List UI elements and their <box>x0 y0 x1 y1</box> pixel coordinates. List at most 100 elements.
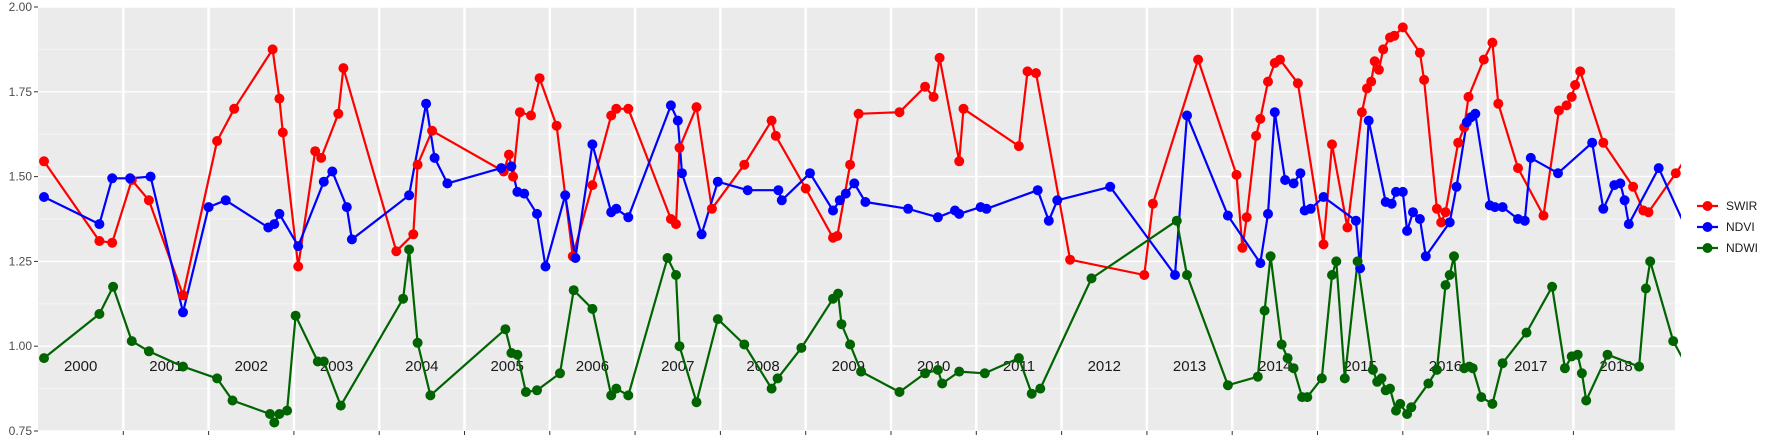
ndwi-data-point <box>606 390 617 401</box>
ndwi-data-point <box>833 288 844 299</box>
year-label: 2008 <box>746 358 779 375</box>
ndwi-data-point <box>954 366 965 377</box>
ndwi-data-point <box>1282 353 1293 364</box>
ndwi-data-point <box>1581 395 1592 406</box>
swir-data-point <box>920 81 931 92</box>
swir-data-point <box>551 120 562 131</box>
swir-data-point <box>39 156 49 167</box>
ndwi-data-point <box>1576 368 1587 379</box>
swir-data-point <box>674 142 685 153</box>
swir-data-point <box>1419 74 1430 85</box>
ndvi-data-point <box>178 307 188 318</box>
ndwi-data-point <box>1252 371 1263 382</box>
swir-data-point <box>143 195 154 206</box>
swir-data-point <box>1263 76 1273 87</box>
swir-data-point <box>267 44 278 55</box>
ndvi-data-point <box>1295 168 1306 179</box>
ndwi-data-point <box>1766 233 1773 243</box>
ndvi-data-point <box>1280 175 1291 185</box>
ndwi-data-point <box>772 373 783 384</box>
ndwi-data-point <box>404 244 415 255</box>
swir-data-point <box>1754 228 1764 238</box>
swir-data-point <box>1553 105 1564 116</box>
ndvi-data-point <box>442 178 453 189</box>
ndwi-data-point <box>39 353 49 364</box>
ndwi-data-point <box>1756 272 1766 282</box>
ndwi-data-point <box>269 417 280 428</box>
year-label: 2018 <box>1599 358 1632 375</box>
ndwi-data-point <box>568 285 579 296</box>
ndwi-data-point <box>1487 398 1498 409</box>
swir-data-point <box>1241 212 1252 223</box>
ndvi-data-point <box>623 212 634 223</box>
ndvi-data-point <box>672 115 683 126</box>
swir-data-point <box>1292 78 1303 89</box>
ndwi-data-point <box>1444 270 1455 280</box>
ndwi-data-point <box>1572 349 1583 360</box>
legend-item-ndwi: NDWI <box>1697 241 1758 255</box>
ndvi-data-point <box>1451 181 1462 192</box>
ndwi-data-point <box>836 319 847 330</box>
swir-data-point <box>94 236 105 246</box>
ndwi-data-point <box>662 253 673 263</box>
ndwi-data-point <box>1352 256 1363 267</box>
ndwi-data-point <box>290 310 301 321</box>
swir-data-point <box>503 149 514 160</box>
year-label: 2001 <box>149 358 182 375</box>
ndvi-data-point <box>1619 195 1630 206</box>
swir-data-point <box>391 246 402 257</box>
ndvi-data-point <box>293 241 304 252</box>
ndwi-data-point <box>1276 339 1287 350</box>
swir-data-point <box>1566 91 1577 102</box>
ndwi-data-point <box>500 324 511 335</box>
ndvi-data-point <box>1363 115 1374 126</box>
ndwi-data-point <box>335 400 346 411</box>
swir-data-point <box>1237 242 1248 253</box>
ndvi-data-point <box>220 195 231 206</box>
y-tick-label: 1.75 <box>9 85 33 99</box>
ndwi-data-point <box>766 383 777 394</box>
year-label: 2014 <box>1258 358 1291 375</box>
ndvi-data-point <box>1397 186 1408 197</box>
swir-data-point <box>1231 169 1242 180</box>
swir-data-point <box>1436 217 1447 228</box>
y-tick-label: 1.25 <box>9 254 33 268</box>
swir-data-point <box>1431 203 1442 214</box>
ndvi-data-point <box>1105 181 1116 192</box>
ndwi-data-point <box>126 336 137 347</box>
swir-data-point <box>1013 141 1024 152</box>
swir-data-point <box>928 91 939 102</box>
ndvi-data-point <box>1170 270 1180 280</box>
ndwi-data-point <box>1748 334 1758 344</box>
ndwi-data-point <box>318 356 329 367</box>
ndvi-data-point <box>429 152 440 163</box>
swir-data-point <box>534 73 545 84</box>
legend-key-point <box>1702 222 1713 232</box>
ndwi-data-point <box>611 383 622 394</box>
ndvi-data-point <box>1470 108 1481 119</box>
swir-data-point <box>1275 54 1285 65</box>
ndwi-data-point <box>178 361 188 372</box>
swir-data-point <box>1397 22 1408 33</box>
ndvi-data-point <box>776 195 787 206</box>
ndvi-data-point <box>1408 207 1418 218</box>
swir-data-point <box>277 127 288 138</box>
swir-data-point <box>1538 210 1549 221</box>
ndwi-data-point <box>623 390 634 401</box>
swir-data-point <box>671 219 681 230</box>
ndwi-data-point <box>143 346 154 357</box>
swir-data-point <box>1369 56 1380 67</box>
ndwi-data-point <box>1385 383 1395 394</box>
ndwi-data-point <box>979 368 990 379</box>
ndvi-data-point <box>94 219 105 230</box>
ndvi-data-point <box>1305 203 1316 214</box>
swir-data-point <box>1440 207 1451 218</box>
ndvi-data-point <box>560 190 571 201</box>
year-label: 2006 <box>576 358 609 375</box>
y-tick-label: 1.00 <box>9 339 33 353</box>
ndwi-data-point <box>282 405 293 416</box>
swir-data-point <box>1022 66 1033 77</box>
ndwi-series-line <box>43 219 1681 424</box>
ndwi-data-point <box>512 349 523 360</box>
swir-data-point <box>1487 37 1498 48</box>
